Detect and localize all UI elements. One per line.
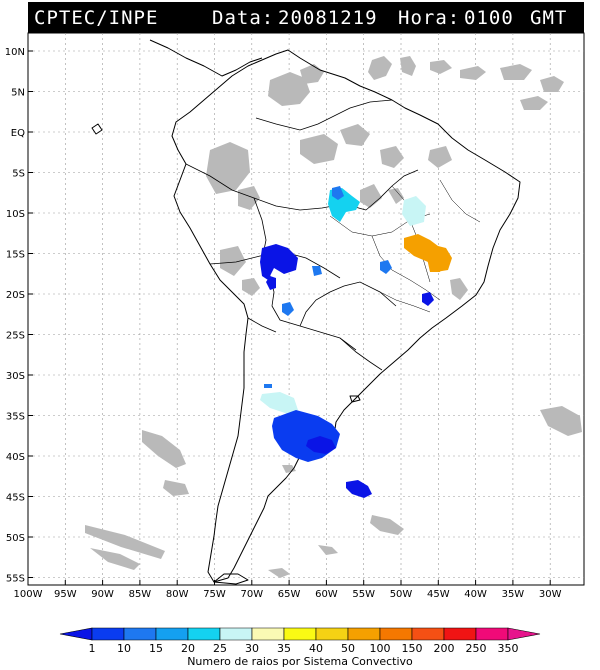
colorbar-segment [187, 627, 221, 641]
lon-tick-label: 30W [539, 589, 562, 600]
colorbar-value-label: 50 [341, 642, 355, 655]
colorbar-segment [59, 627, 93, 641]
colorbar-value-label: 1 [89, 642, 96, 655]
colorbar-segment [123, 627, 157, 641]
map-frame [27, 32, 585, 586]
lon-tick-label: 80W [166, 589, 189, 600]
lon-tick-label: 70W [240, 589, 263, 600]
colorbar-segment [411, 627, 445, 641]
timezone-value: GMT [530, 7, 568, 29]
longitude-axis: 100W 95W 90W 85W 80W 75W 70W 65W 60W 55W 50W 45W 40W… [14, 580, 562, 600]
lat-tick-label: 25S [6, 331, 25, 342]
colorbar-value-label: 40 [309, 642, 323, 655]
lon-tick-label: 50W [390, 589, 413, 600]
colorbar-segment [443, 627, 477, 641]
lon-tick-label: 45W [427, 589, 450, 600]
colorbar-segment [251, 627, 285, 641]
lat-tick-label: 10S [6, 209, 25, 220]
lon-tick-label: 100W [14, 589, 43, 600]
map-header: CPTEC/INPE Data: 20081219 Hora: 0100 GMT [28, 2, 584, 33]
date-label: Data: [212, 7, 275, 29]
colorbar-segment [315, 627, 349, 641]
colorbar-segment [475, 627, 509, 641]
lat-tick-label: 15S [6, 250, 25, 261]
colorbar-value-label: 15 [149, 642, 163, 655]
time-label: Hora: [398, 7, 461, 29]
colorbar: 1 10 15 20 25 30 35 40 50 100 150 200 250 350 [59, 627, 541, 655]
lon-tick-label: 65W [278, 589, 301, 600]
colorbar-segment [283, 627, 317, 641]
colorbar-segment [507, 627, 541, 641]
colorbar-value-label: 250 [466, 642, 487, 655]
colorbar-value-label: 150 [402, 642, 423, 655]
lat-tick-label: 5S [12, 169, 25, 180]
lon-tick-label: 60W [315, 589, 338, 600]
continent-outlines [91, 39, 521, 585]
lat-tick-label: 20S [6, 290, 25, 301]
lon-tick-label: 90W [91, 589, 114, 600]
colorbar-value-label: 100 [370, 642, 391, 655]
lon-tick-label: 40W [464, 589, 487, 600]
lat-tick-label: 40S [6, 452, 25, 463]
colorbar-value-label: 35 [277, 642, 291, 655]
lat-tick-label: 10N [5, 47, 25, 58]
satellite-cloud-layer [85, 56, 582, 578]
lon-tick-label: 55W [352, 589, 375, 600]
lat-tick-label: 5N [11, 88, 25, 99]
lat-tick-label: 35S [6, 412, 25, 423]
date-value: 20081219 [278, 7, 378, 29]
colorbar-value-label: 200 [434, 642, 455, 655]
colorbar-value-label: 20 [181, 642, 195, 655]
lat-tick-label: 45S [6, 493, 25, 504]
colorbar-value-label: 350 [498, 642, 519, 655]
lon-tick-label: 75W [203, 589, 226, 600]
colorbar-segment [91, 627, 125, 641]
lat-tick-label: 50S [6, 533, 25, 544]
latitude-axis: 10N 5N EQ 5S 10S 15S 20S 25S 30S 35S 40S 45S 50S 55S [5, 47, 33, 585]
colorbar-value-label: 30 [245, 642, 259, 655]
colorbar-segment [347, 627, 381, 641]
lat-tick-label: EQ [11, 128, 25, 139]
convective-systems-layer [260, 186, 452, 498]
lat-tick-label: 55S [6, 574, 25, 585]
time-value: 0100 [464, 7, 514, 29]
lon-tick-label: 85W [129, 589, 152, 600]
colorbar-value-label: 25 [213, 642, 227, 655]
colorbar-segment [379, 627, 413, 641]
colorbar-segment [155, 627, 189, 641]
lon-tick-label: 95W [54, 589, 77, 600]
colorbar-segment [219, 627, 253, 641]
lat-tick-label: 30S [6, 371, 25, 382]
lon-tick-label: 35W [502, 589, 525, 600]
colorbar-title: Numero de raios por Sistema Convectivo [187, 655, 413, 668]
agency-label: CPTEC/INPE [34, 7, 159, 29]
colorbar-value-label: 10 [117, 642, 131, 655]
